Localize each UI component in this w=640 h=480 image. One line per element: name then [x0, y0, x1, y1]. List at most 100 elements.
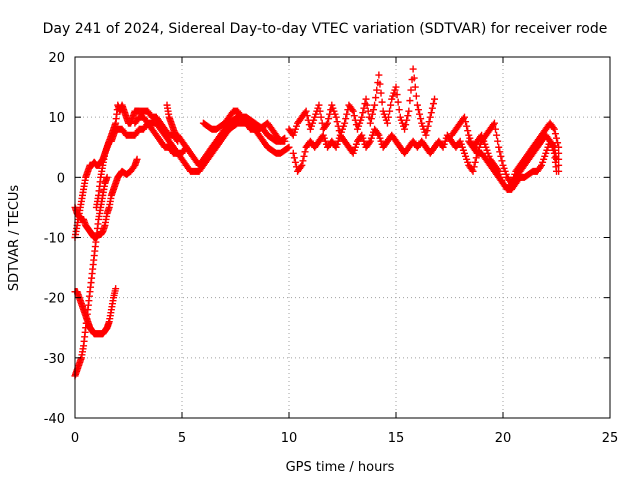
series-trace-9 — [285, 65, 439, 139]
data-point — [364, 107, 372, 115]
data-point — [431, 95, 439, 103]
data-point — [289, 149, 297, 157]
series-trace-8 — [199, 107, 289, 145]
data-point — [395, 106, 403, 114]
data-point — [367, 115, 375, 123]
series-trace-12 — [465, 137, 560, 193]
data-point — [103, 173, 111, 181]
y-tick-label: 10 — [48, 111, 65, 126]
data-point — [370, 106, 378, 114]
data-point — [387, 101, 395, 109]
data-point — [553, 167, 560, 175]
data-point — [407, 86, 415, 94]
x-tick-label: 10 — [281, 431, 298, 446]
data-point — [315, 101, 323, 109]
data-point — [298, 161, 306, 169]
data-point — [422, 131, 430, 139]
data-point — [290, 154, 298, 162]
axis-ticks: 0 5 10 15 20 25 -40 -30 -20 -10 0 10 20 — [44, 51, 619, 446]
data-point — [497, 152, 505, 160]
data-point — [373, 86, 381, 94]
series-trace-7 — [163, 101, 289, 169]
data-point — [410, 74, 418, 82]
data-point — [112, 285, 120, 293]
data-point — [300, 152, 308, 160]
data-point — [378, 98, 386, 106]
chart-title: Day 241 of 2024, Sidereal Day-to-day VTE… — [43, 21, 608, 37]
data-point — [425, 118, 433, 126]
data-point — [386, 107, 394, 115]
data-point — [460, 113, 468, 121]
data-point — [368, 110, 376, 118]
data-point — [324, 119, 332, 127]
x-tick-label: 20 — [495, 431, 512, 446]
data-point — [133, 155, 141, 163]
data-point — [404, 112, 412, 120]
data-point — [406, 97, 414, 105]
data-point — [285, 143, 293, 151]
data-point — [423, 127, 431, 135]
data-point — [333, 118, 341, 126]
x-tick-label: 5 — [178, 431, 186, 446]
data-point — [551, 130, 559, 138]
data-point — [494, 137, 502, 145]
x-tick-label: 0 — [71, 431, 79, 446]
y-tick-label: -10 — [44, 232, 65, 247]
data-point — [470, 163, 478, 171]
data-point — [301, 148, 309, 156]
data-point — [376, 80, 384, 88]
data-point — [409, 65, 417, 73]
data-point — [372, 94, 380, 102]
x-tick-label: 15 — [388, 431, 405, 446]
data-point — [553, 134, 560, 142]
y-tick-label: -40 — [44, 412, 65, 427]
data-point — [363, 101, 371, 109]
series-trace-3 — [71, 285, 120, 338]
y-tick-label: 0 — [57, 171, 65, 186]
data-point — [402, 121, 410, 129]
data-point — [325, 115, 333, 123]
data-point — [469, 167, 477, 175]
data-point — [281, 137, 289, 145]
data-point — [412, 92, 420, 100]
data-point — [374, 130, 382, 138]
data-point — [371, 101, 379, 109]
grid-lines — [75, 57, 610, 418]
data-point — [471, 158, 479, 166]
data-point — [332, 113, 340, 121]
data-point — [385, 113, 393, 121]
data-point — [284, 144, 292, 152]
data-point — [359, 109, 367, 117]
series-trace-4 — [71, 155, 141, 241]
data-point — [362, 95, 370, 103]
data-point — [401, 125, 409, 133]
data-point — [498, 157, 506, 165]
data-point — [350, 112, 358, 120]
data-point — [365, 139, 373, 147]
data-point — [322, 121, 330, 129]
data-point — [424, 122, 432, 130]
data-point — [428, 104, 436, 112]
y-tick-label: 20 — [48, 51, 65, 66]
data-point — [472, 154, 480, 162]
data-point — [555, 143, 563, 151]
data-point — [536, 163, 544, 171]
data-point — [411, 83, 419, 91]
data-point — [291, 158, 299, 166]
data-point — [429, 100, 437, 108]
y-tick-label: -30 — [44, 352, 65, 367]
data-point — [554, 139, 562, 147]
data-point — [550, 125, 558, 133]
data-point — [490, 119, 498, 127]
data-point — [416, 110, 424, 118]
data-markers — [71, 65, 563, 380]
data-point — [303, 112, 311, 120]
data-point — [366, 119, 374, 127]
data-point — [297, 163, 305, 171]
data-point — [348, 106, 356, 114]
data-point — [489, 121, 497, 129]
data-point — [358, 113, 366, 121]
data-point — [349, 107, 357, 115]
data-point — [403, 116, 411, 124]
